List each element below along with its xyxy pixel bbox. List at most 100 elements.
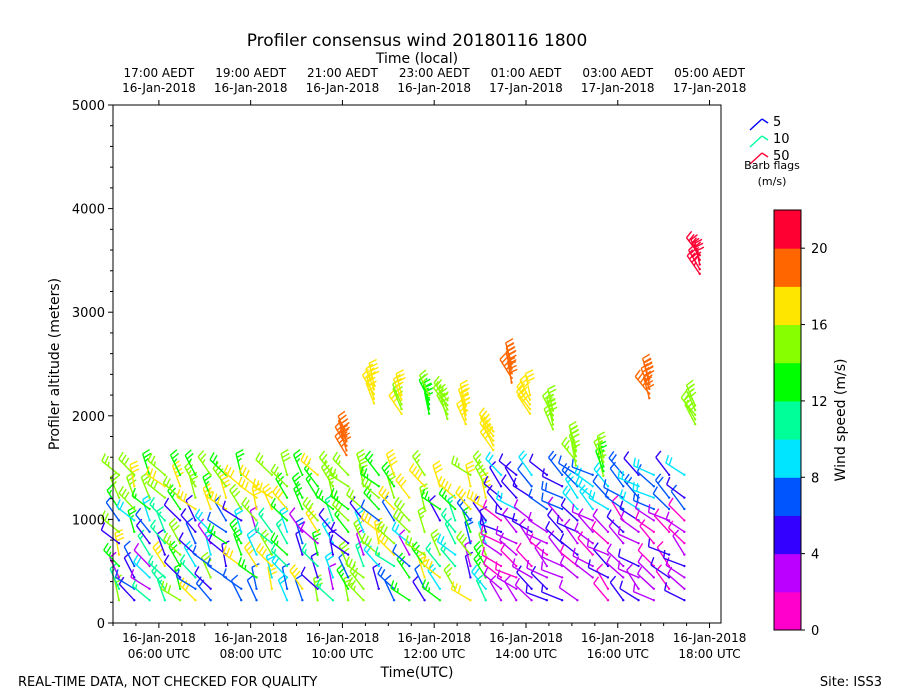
barb-flag [318, 583, 322, 589]
barb-flag [457, 585, 462, 594]
barb-flag [655, 450, 662, 458]
wind-barb [514, 577, 533, 602]
barb-shaft [246, 579, 258, 601]
barb-flag [421, 579, 427, 588]
barb-flag [359, 465, 365, 475]
wind-barb [270, 497, 289, 522]
wind-barb [145, 466, 167, 488]
barb-station [194, 473, 197, 477]
barb-station [530, 564, 533, 568]
barb-station [683, 564, 686, 568]
barb-flag [101, 510, 106, 519]
barb-flag [473, 540, 481, 548]
barb-station [209, 599, 212, 602]
barb-flag [444, 517, 453, 525]
barb-flag [104, 455, 110, 464]
barb-flag [314, 578, 323, 584]
wind-barb [360, 499, 380, 522]
barb-shaft [118, 583, 135, 601]
wind-barb [255, 452, 274, 477]
barb-shaft [384, 579, 395, 601]
barb-flag [642, 353, 651, 360]
barb-flag [364, 372, 371, 380]
barb-station [622, 576, 625, 579]
wind-barb [482, 499, 503, 522]
barb-shaft [472, 502, 487, 521]
barb-flag [139, 535, 144, 540]
barb-flag [332, 451, 338, 460]
barb-flag [356, 545, 361, 550]
barb-flag [475, 544, 483, 552]
barb-station [698, 263, 701, 266]
barb-flag [566, 445, 570, 451]
barb-flag [257, 527, 260, 533]
barb-flag [447, 572, 452, 578]
barb-station [400, 407, 403, 411]
colorbar-segment [774, 439, 801, 478]
barb-flag [336, 513, 340, 518]
barb-station [469, 530, 472, 534]
barb-station [178, 485, 182, 488]
barb-flag [636, 459, 640, 468]
barb-flag [393, 582, 398, 591]
barb-flag [421, 488, 426, 497]
barb-shaft [281, 567, 288, 589]
barb-station [178, 564, 182, 568]
wind-barb [516, 565, 533, 591]
barb-station [270, 530, 274, 534]
barb-flag [456, 530, 463, 538]
barb-flag [380, 569, 386, 577]
barb-flag [258, 545, 265, 554]
barb-flag [417, 471, 423, 480]
barb-station [602, 470, 605, 473]
barb-station [362, 564, 365, 568]
barb-flag [335, 454, 341, 463]
wind-barb [356, 448, 367, 477]
colorbar-segment [774, 515, 801, 555]
barb-flag [636, 483, 639, 492]
barb-flag [687, 383, 696, 390]
wind-barb [222, 500, 243, 522]
barb-shaft [329, 541, 349, 556]
barb-station [392, 599, 396, 602]
barb-flag [324, 551, 333, 558]
barb-flag [466, 489, 471, 498]
barb-flag [222, 568, 227, 577]
wind-barb [364, 450, 380, 477]
barb-shaft [655, 570, 670, 590]
barb-station [224, 496, 228, 499]
barb-flag [244, 499, 250, 508]
barb-station [667, 496, 671, 499]
barb-flag [363, 485, 370, 494]
barb-flag [106, 484, 114, 492]
barb-flag [214, 464, 222, 473]
barb-station [510, 372, 513, 375]
barb-flag [608, 450, 615, 459]
wind-barb [385, 448, 398, 477]
barb-station [331, 553, 335, 556]
wind-barb [471, 564, 487, 591]
legend-barb-flag [761, 118, 769, 124]
wind-barb [372, 562, 381, 591]
barb-flag [147, 452, 153, 461]
barb-station [574, 445, 578, 449]
barb-shaft [648, 546, 670, 556]
barb-shaft [289, 513, 303, 533]
legend-barb-label: 10 [773, 132, 790, 147]
barb-station [392, 473, 396, 477]
barb-shaft [130, 576, 150, 590]
barb-station [427, 398, 431, 401]
barb-flag [360, 499, 366, 508]
barb-shaft [504, 581, 517, 601]
barb-flag [302, 496, 309, 505]
wind-barb [133, 542, 151, 568]
barb-flag [622, 491, 627, 500]
barb-flag [170, 521, 178, 529]
barb-station [255, 496, 258, 499]
barb-flag [137, 529, 145, 537]
barb-flag [321, 453, 328, 462]
barb-flag [197, 511, 204, 520]
barb-flag [206, 557, 211, 566]
wind-barb [405, 535, 426, 556]
